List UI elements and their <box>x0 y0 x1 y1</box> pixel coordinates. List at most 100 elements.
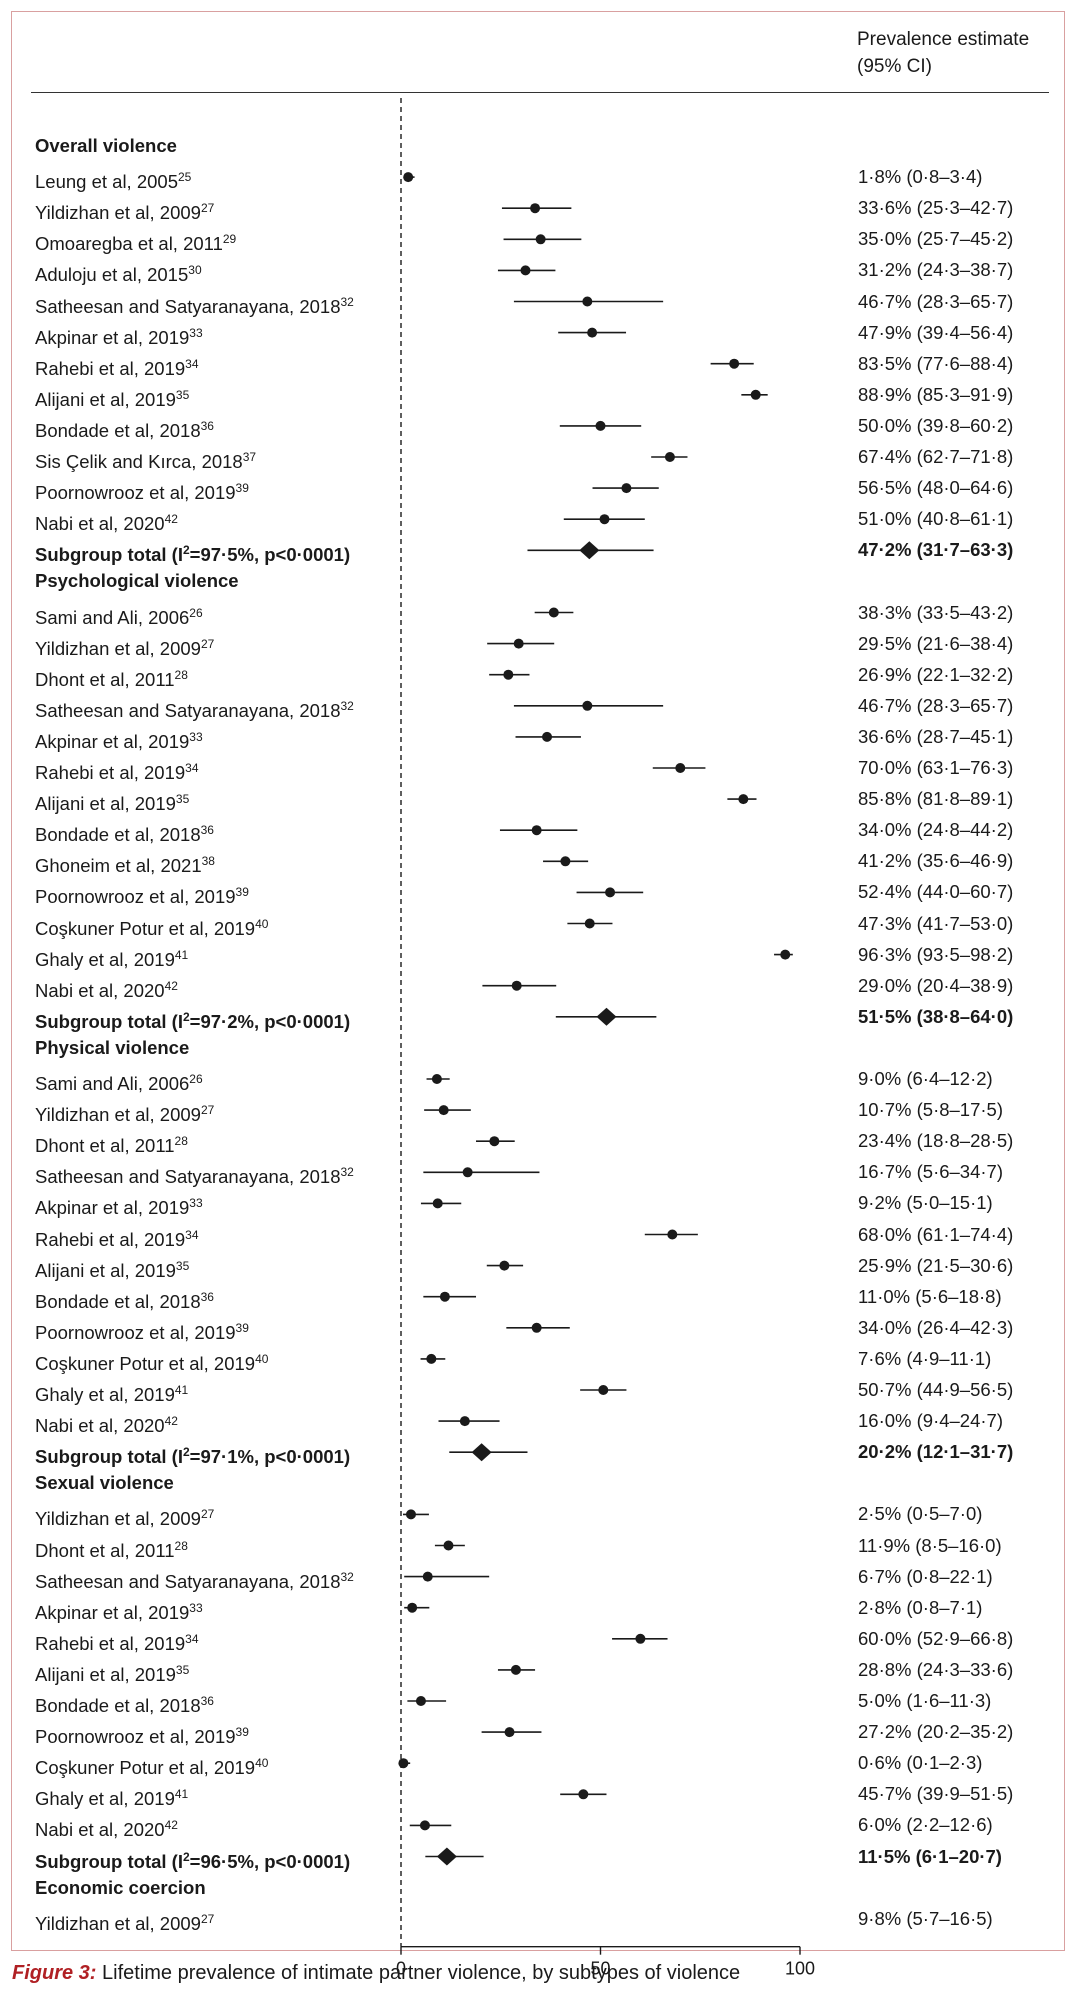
estimate-text: 88·9% (85·3–91·9) <box>858 383 1014 405</box>
study-label: Dhont et al, 201128 <box>35 1129 188 1158</box>
subtotal-label-text: Subgroup total (I <box>35 1010 183 1032</box>
study-label: Rahebi et al, 201934 <box>35 756 199 785</box>
estimate-text: 28·8% (24·3–33·6) <box>858 1658 1014 1680</box>
point-estimate <box>459 1416 470 1427</box>
subtotal-label-sup: 2 <box>182 1009 190 1024</box>
study-name: Coşkuner Potur et al, 2019 <box>35 1353 256 1375</box>
point-estimate <box>438 1105 449 1116</box>
study-name: Akpinar et al, 2019 <box>35 1197 190 1219</box>
estimate-text: 68·0% (61·1–74·4) <box>858 1223 1014 1245</box>
reference-number: 28 <box>174 1538 188 1553</box>
study-name: Yildizhan et al, 2009 <box>35 1508 201 1530</box>
reference-number: 40 <box>255 916 269 931</box>
study-label: Yildizhan et al, 200927 <box>35 1502 214 1531</box>
estimate-text: 85·8% (81·8–89·1) <box>858 788 1014 810</box>
point-estimate <box>599 514 610 525</box>
study-label: Aduloju et al, 201530 <box>35 258 202 287</box>
study-label: Sami and Ali, 200626 <box>35 1067 203 1096</box>
study-name: Akpinar et al, 2019 <box>35 731 190 753</box>
reference-number: 28 <box>174 1134 188 1149</box>
point-estimate <box>535 234 546 245</box>
reference-number: 32 <box>340 698 354 713</box>
study-name: Ghaly et al, 2019 <box>35 1788 175 1810</box>
estimate-text: 25·9% (21·5–30·6) <box>858 1254 1014 1276</box>
study-label: Rahebi et al, 201934 <box>35 1627 199 1656</box>
reference-number: 33 <box>189 325 203 340</box>
study-label: Poornowrooz et al, 201939 <box>35 880 249 909</box>
study-label: Satheesan and Satyaranayana, 201832 <box>35 694 354 723</box>
reference-number: 33 <box>189 729 203 744</box>
subtotal-label-sup: 2 <box>182 543 190 558</box>
study-name: Rahebi et al, 2019 <box>35 762 186 784</box>
estimate-text: 16·7% (5·6–34·7) <box>858 1161 1003 1183</box>
study-name: Akpinar et al, 2019 <box>35 1601 190 1623</box>
point-estimate <box>542 731 553 742</box>
point-estimate <box>426 1353 437 1364</box>
estimate-text: 5·0% (1·6–11·3) <box>858 1690 992 1711</box>
study-name: Nabi et al, 2020 <box>35 1415 165 1437</box>
study-label: Nabi et al, 202042 <box>35 507 178 536</box>
pooled-estimate-diamond <box>471 1443 492 1462</box>
reference-number: 26 <box>189 1072 203 1086</box>
subtotal-estimate-text: 47·2% (31·7–63·3) <box>858 539 1014 561</box>
study-name: Dhont et al, 2011 <box>35 1539 175 1561</box>
reference-number: 27 <box>200 1103 215 1118</box>
reference-number: 36 <box>200 1289 214 1304</box>
subgroup-total-label: Subgroup total (I2=97·1%, p<0·0001) <box>35 1440 350 1469</box>
study-label: Alijani et al, 201935 <box>35 1658 189 1687</box>
point-estimate <box>664 452 675 462</box>
point-estimate <box>407 1602 418 1613</box>
estimate-text: 47·9% (39·4–56·4) <box>858 321 1014 343</box>
column-header-line1: Prevalence estimate <box>857 29 1030 50</box>
study-label: Satheesan and Satyaranayana, 201832 <box>35 1565 354 1594</box>
caption-label: Figure 3: <box>12 1962 97 1984</box>
estimate-text: 38·3% (33·5–43·2) <box>858 601 1014 623</box>
study-name: Nabi et al, 2020 <box>35 979 165 1001</box>
estimate-text: 2·8% (0·8–7·1) <box>858 1596 983 1618</box>
subtotal-label-text: Subgroup total (I <box>35 1446 183 1468</box>
study-label: Dhont et al, 201128 <box>35 663 188 692</box>
reference-number: 37 <box>242 450 257 464</box>
subtotal-estimate-text: 51·5% (38·8–64·0) <box>858 1005 1014 1027</box>
study-name: Leung et al, 2005 <box>35 171 178 193</box>
subgroup-total-label: Subgroup total (I2=97·5%, p<0·0001) <box>35 538 350 567</box>
estimate-text: 1·8% (0·8–3·4) <box>858 166 983 188</box>
reference-number: 42 <box>164 1818 178 1833</box>
reference-number: 36 <box>200 418 214 433</box>
reference-number: 39 <box>235 1725 249 1740</box>
reference-number: 27 <box>200 1507 215 1522</box>
study-name: Omoaregba et al, 2011 <box>35 233 223 255</box>
study-label: Rahebi et al, 201934 <box>35 1223 199 1252</box>
point-estimate <box>432 1198 443 1209</box>
point-estimate <box>750 389 761 400</box>
study-label: Alijani et al, 201935 <box>35 383 189 412</box>
estimate-text: 36·6% (28·7–45·1) <box>858 725 1014 747</box>
study-label: Dhont et al, 201128 <box>35 1534 188 1563</box>
point-estimate <box>415 1696 426 1706</box>
subtotal-label-stats: =97·1%, p<0·0001) <box>189 1446 351 1468</box>
study-name: Dhont et al, 2011 <box>35 1135 175 1157</box>
header-rule <box>31 92 1049 93</box>
study-label: Ghaly et al, 201941 <box>35 1782 188 1811</box>
subtotal-label-text: Subgroup total (I <box>35 544 183 566</box>
estimate-text: 10·7% (5·8–17·5) <box>858 1099 1003 1121</box>
study-label: Coşkuner Potur et al, 201940 <box>35 1347 268 1376</box>
reference-number: 28 <box>174 667 188 682</box>
estimate-text: 27·2% (20·2–35·2) <box>858 1721 1014 1743</box>
study-label: Ghaly et al, 201941 <box>35 1378 188 1407</box>
estimate-text: 7·6% (4·9–11·1) <box>858 1347 992 1369</box>
estimate-text: 45·7% (39·9–51·5) <box>858 1783 1014 1805</box>
study-label: Coşkuner Potur et al, 201940 <box>35 912 268 941</box>
point-estimate <box>431 1074 442 1084</box>
study-label: Yildizhan et al, 200927 <box>35 1098 214 1127</box>
study-label: Sami and Ali, 200626 <box>35 601 203 630</box>
point-estimate <box>513 638 524 649</box>
study-label: Alijani et al, 201935 <box>35 1254 189 1283</box>
subgroup-total-label: Subgroup total (I2=97·2%, p<0·0001) <box>35 1005 350 1034</box>
estimate-text: 46·7% (28·3–65·7) <box>858 694 1014 716</box>
estimate-text: 52·4% (44·0–60·7) <box>858 881 1014 903</box>
reference-number: 29 <box>222 232 237 247</box>
study-label: Yildizhan et al, 200927 <box>35 196 214 225</box>
x-tick-label: 0 <box>396 1959 406 1979</box>
point-estimate <box>584 918 595 929</box>
